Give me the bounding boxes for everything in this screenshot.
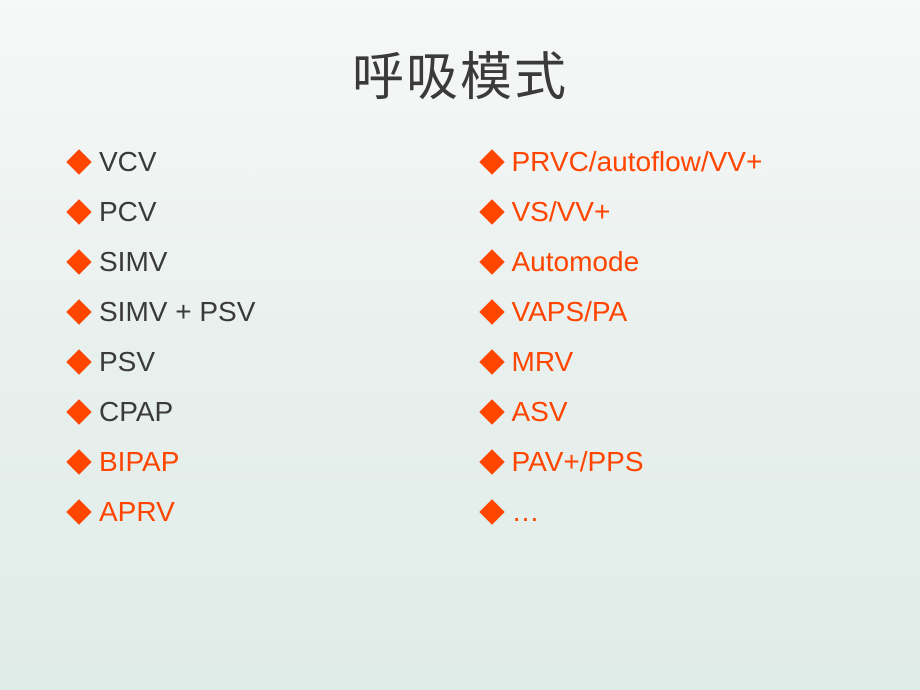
list-item: BIPAP — [70, 448, 438, 476]
list-item: ASV — [483, 398, 851, 426]
item-label: APRV — [99, 498, 175, 526]
item-label: VCV — [99, 148, 157, 176]
item-label: MRV — [512, 348, 574, 376]
list-item: VAPS/PA — [483, 298, 851, 326]
item-label: BIPAP — [99, 448, 179, 476]
item-label: PCV — [99, 198, 157, 226]
diamond-bullet-icon — [66, 299, 91, 324]
item-label: PSV — [99, 348, 155, 376]
list-item: VCV — [70, 148, 438, 176]
diamond-bullet-icon — [66, 199, 91, 224]
list-item: APRV — [70, 498, 438, 526]
item-label: CPAP — [99, 398, 173, 426]
list-item: Automode — [483, 248, 851, 276]
right-column: PRVC/autoflow/VV+ VS/VV+ Automode VAPS/P… — [438, 148, 851, 548]
diamond-bullet-icon — [479, 349, 504, 374]
diamond-bullet-icon — [479, 449, 504, 474]
diamond-bullet-icon — [479, 199, 504, 224]
item-label: PRVC/autoflow/VV+ — [512, 148, 763, 176]
diamond-bullet-icon — [66, 449, 91, 474]
left-column: VCV PCV SIMV SIMV + PSV PSV CPAP BIPAP — [70, 148, 438, 548]
diamond-bullet-icon — [479, 299, 504, 324]
diamond-bullet-icon — [66, 349, 91, 374]
item-label: PAV+/PPS — [512, 448, 644, 476]
diamond-bullet-icon — [479, 249, 504, 274]
list-item: SIMV + PSV — [70, 298, 438, 326]
diamond-bullet-icon — [66, 149, 91, 174]
diamond-bullet-icon — [479, 149, 504, 174]
list-item: … — [483, 498, 851, 526]
list-item: PAV+/PPS — [483, 448, 851, 476]
list-item: VS/VV+ — [483, 198, 851, 226]
content-columns: VCV PCV SIMV SIMV + PSV PSV CPAP BIPAP — [70, 148, 850, 548]
list-item: SIMV — [70, 248, 438, 276]
item-label: … — [512, 498, 540, 526]
list-item: PRVC/autoflow/VV+ — [483, 148, 851, 176]
item-label: ASV — [512, 398, 568, 426]
slide-title: 呼吸模式 — [70, 35, 850, 110]
list-item: PCV — [70, 198, 438, 226]
diamond-bullet-icon — [66, 399, 91, 424]
diamond-bullet-icon — [479, 399, 504, 424]
item-label: Automode — [512, 248, 640, 276]
diamond-bullet-icon — [66, 499, 91, 524]
diamond-bullet-icon — [66, 249, 91, 274]
diamond-bullet-icon — [479, 499, 504, 524]
list-item: CPAP — [70, 398, 438, 426]
item-label: VAPS/PA — [512, 298, 628, 326]
item-label: VS/VV+ — [512, 198, 611, 226]
item-label: SIMV + PSV — [99, 298, 255, 326]
list-item: PSV — [70, 348, 438, 376]
item-label: SIMV — [99, 248, 167, 276]
list-item: MRV — [483, 348, 851, 376]
